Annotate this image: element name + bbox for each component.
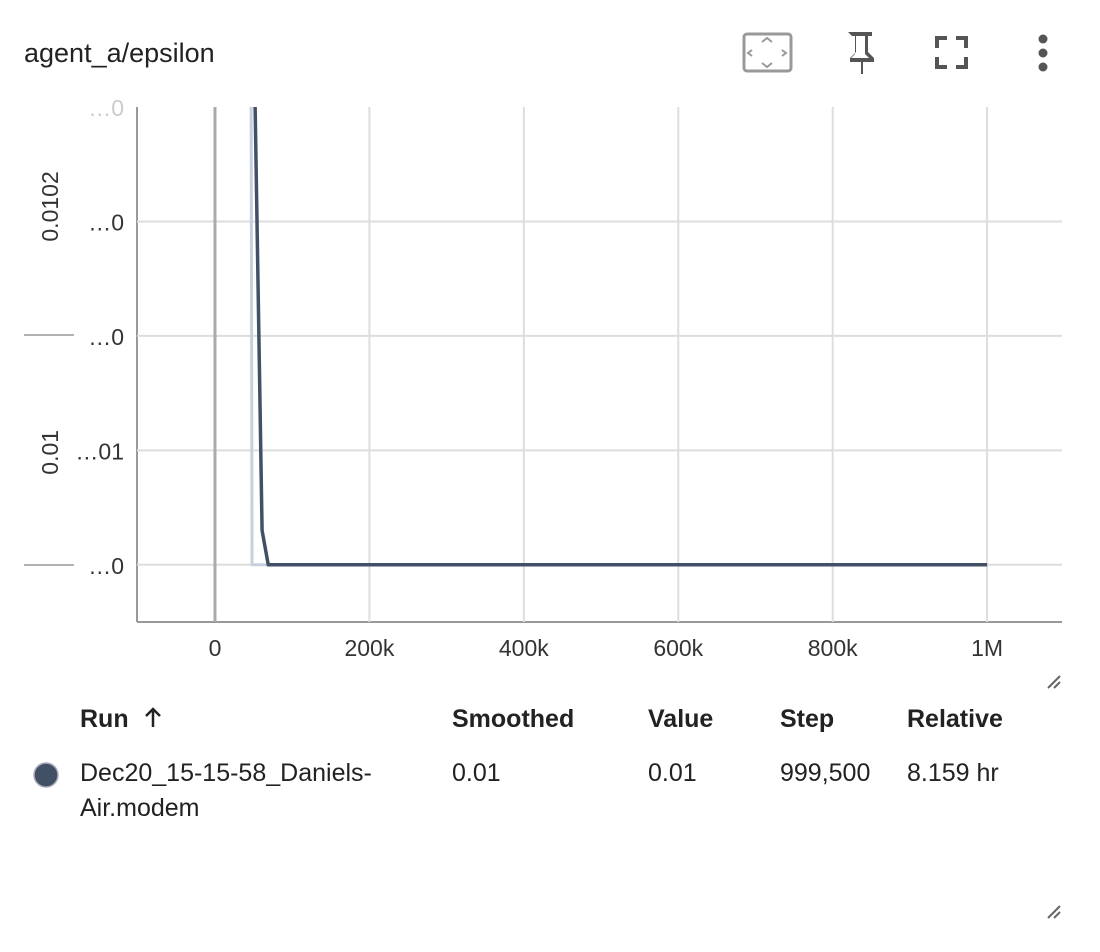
card-title: agent_a/epsilon xyxy=(24,38,215,68)
y-tick-label: …0 xyxy=(88,209,124,235)
y-tick-label: …0 xyxy=(88,553,124,579)
table-cell: Dec20_15-15-58_Daniels-Air.modem xyxy=(80,759,372,822)
column-header[interactable]: Value xyxy=(648,705,714,733)
pin-icon[interactable] xyxy=(848,32,874,74)
more-icon[interactable] xyxy=(1038,34,1048,72)
x-tick-label: 200k xyxy=(344,635,394,661)
table-cell: 999,500 xyxy=(780,759,871,787)
x-tick-label: 600k xyxy=(653,635,703,661)
x-tick-label: 800k xyxy=(808,635,858,661)
resize-handle[interactable] xyxy=(1047,675,1061,689)
x-tick-label: 400k xyxy=(499,635,549,661)
y-major-label: 0.0102 xyxy=(37,171,63,241)
table-cell: 0.01 xyxy=(452,759,501,787)
x-tick-label: 0 xyxy=(209,635,222,661)
series-line xyxy=(253,107,988,567)
x-tick-label: 1M xyxy=(971,635,1003,661)
column-header[interactable]: Smoothed xyxy=(452,705,575,733)
column-header[interactable]: Step xyxy=(780,705,835,733)
column-header[interactable]: Run xyxy=(80,705,129,733)
y-major-label: 0.01 xyxy=(37,430,63,475)
y-tick-label: …01 xyxy=(75,438,124,464)
run-color-dot[interactable] xyxy=(33,762,59,788)
table-cell: 0.01 xyxy=(648,759,697,787)
table-cell: 8.159 hr xyxy=(907,759,999,787)
resize-handle[interactable] xyxy=(1047,905,1061,919)
series-line xyxy=(249,107,988,567)
sort-arrow[interactable] xyxy=(145,707,161,727)
column-header[interactable]: Relative xyxy=(907,705,1003,733)
y-tick-label: …0 xyxy=(88,324,124,350)
y-tick-label: …0 xyxy=(88,95,124,121)
fit-icon[interactable] xyxy=(742,32,793,73)
fullscreen-icon[interactable] xyxy=(935,36,968,69)
